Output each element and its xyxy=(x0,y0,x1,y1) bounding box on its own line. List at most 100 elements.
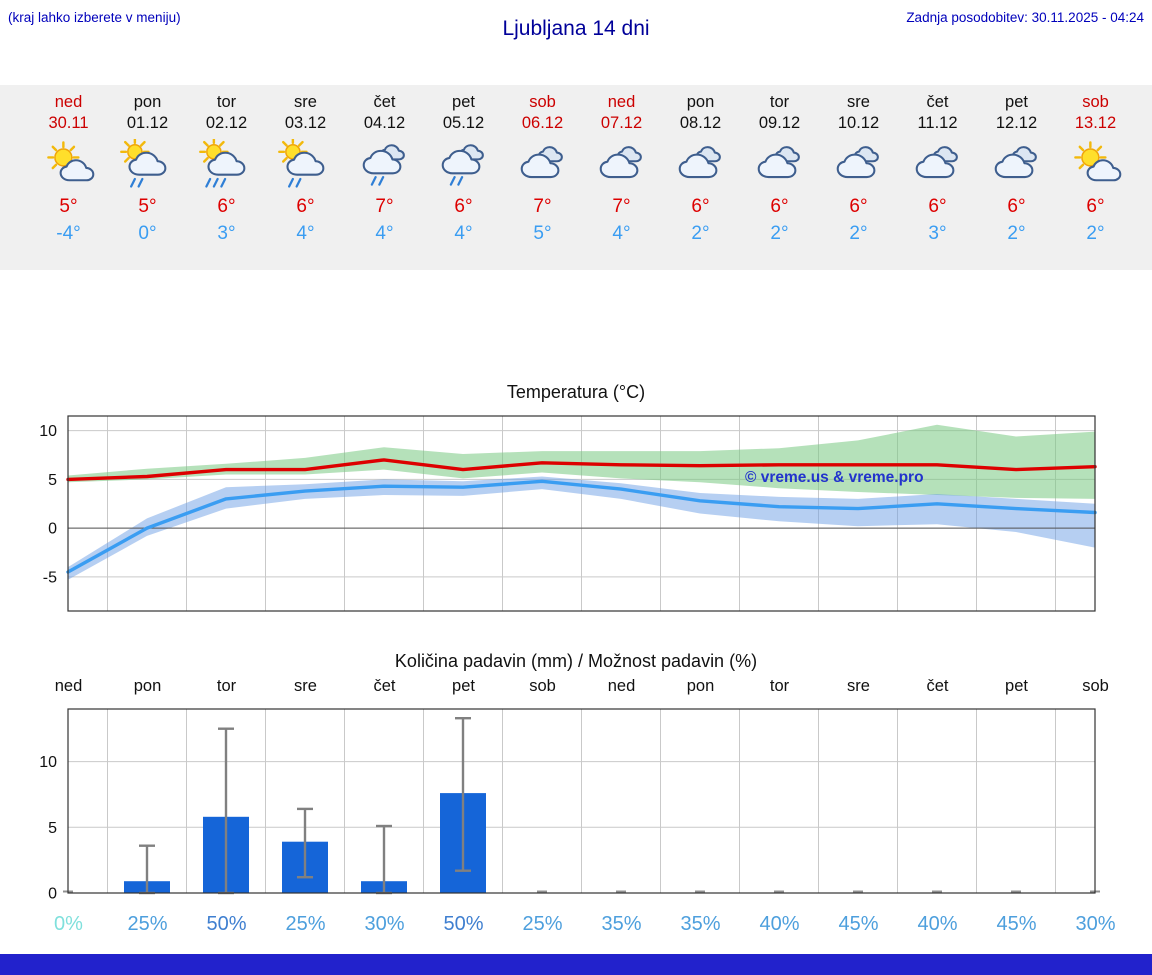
day-high-temp: 6° xyxy=(849,195,868,217)
day-name: sre xyxy=(294,93,317,111)
sun-cloud-heavy-rain-icon xyxy=(187,136,266,189)
day-high-temp: 6° xyxy=(296,195,315,217)
precip-probability-row: 0% 25% 50% 25% 30% 50% 25% 35% 35% 40% 45% 40% 45% 30… xyxy=(0,908,1152,940)
clouds-glyph xyxy=(836,145,879,178)
precip-y-tick: 10 xyxy=(39,754,57,771)
day-high-temp: 5° xyxy=(59,195,78,217)
day-high-temp: 7° xyxy=(533,195,552,217)
day-high-temp: 5° xyxy=(138,195,157,217)
sun-cloud-rain-glyph xyxy=(277,136,324,188)
forecast-day-04.12: čet 04.12 7° 4° xyxy=(345,85,424,270)
temperature-chart-title: Temperatura (°C) xyxy=(506,382,646,402)
day-date: 05.12 xyxy=(442,114,485,133)
precip-probability: 0% xyxy=(54,912,83,935)
precip-day-label: sob xyxy=(1082,677,1109,695)
forecast-day-06.12: sob 06.12 7° 5° xyxy=(503,85,582,270)
day-name: ned xyxy=(607,93,636,111)
day-name: sob xyxy=(529,93,556,111)
precip-y-tick: 5 xyxy=(48,820,57,837)
sun-cloud-rain-icon xyxy=(108,136,187,189)
day-date: 06.12 xyxy=(521,114,564,133)
precip-probability: 35% xyxy=(680,912,721,935)
clouds-icon xyxy=(977,139,1056,189)
day-date: 30.11 xyxy=(48,114,89,133)
clouds-glyph xyxy=(757,145,800,178)
forecast-day-13.12: sob 13.12 6° 2° xyxy=(1056,85,1135,270)
day-high-temp: 6° xyxy=(928,195,947,217)
precip-chart-title: Količina padavin (mm) / Možnost padavin … xyxy=(394,651,758,671)
temp-uncertainty-band xyxy=(68,424,1095,499)
forecast-day-01.12: pon 01.12 5° 0° xyxy=(108,85,187,270)
clouds-icon xyxy=(819,139,898,189)
precip-probability: 30% xyxy=(364,912,405,935)
forecast-day-30.11: ned 30.11 5° -4° xyxy=(29,85,108,270)
location-menu-hint: (kraj lahko izberete v meniju) xyxy=(8,10,181,25)
precip-probability: 50% xyxy=(206,912,247,935)
day-date: 09.12 xyxy=(758,114,801,133)
temp-y-tick: 0 xyxy=(48,521,57,538)
day-date: 07.12 xyxy=(600,114,643,133)
day-name: pon xyxy=(686,93,715,111)
precip-probability: 50% xyxy=(443,912,484,935)
cloud-rain-icon xyxy=(345,139,424,189)
day-low-temp: 3° xyxy=(217,222,236,244)
day-low-temp: 2° xyxy=(849,222,868,244)
day-high-temp: 6° xyxy=(691,195,710,217)
footer-bar xyxy=(0,954,1152,975)
day-low-temp: 4° xyxy=(375,222,394,244)
day-name: tor xyxy=(769,93,790,111)
forecast-day-07.12: ned 07.12 7° 4° xyxy=(582,85,661,270)
day-high-temp: 6° xyxy=(454,195,473,217)
cloud-rain-glyph xyxy=(362,144,405,186)
day-name: tor xyxy=(216,93,237,111)
day-low-temp: -4° xyxy=(56,222,81,244)
precip-day-label: tor xyxy=(769,677,790,695)
day-name: čet xyxy=(373,93,396,111)
day-date: 02.12 xyxy=(205,114,248,133)
day-high-temp: 6° xyxy=(1086,195,1105,217)
day-high-temp: 6° xyxy=(770,195,789,217)
precip-probability: 25% xyxy=(522,912,563,935)
precip-probability: 45% xyxy=(838,912,879,935)
precip-day-label: pon xyxy=(686,677,715,695)
sun-cloud-glyph xyxy=(1073,141,1121,182)
day-low-temp: 4° xyxy=(612,222,631,244)
temp-y-tick: 5 xyxy=(48,472,57,489)
cloud-rain-glyph xyxy=(441,144,484,186)
precip-day-label: tor xyxy=(216,677,237,695)
clouds-glyph xyxy=(915,145,958,178)
clouds-icon xyxy=(582,139,661,189)
day-low-temp: 2° xyxy=(1086,222,1105,244)
day-low-temp: 4° xyxy=(296,222,315,244)
day-high-temp: 6° xyxy=(1007,195,1026,217)
clouds-glyph xyxy=(599,145,642,178)
day-date: 13.12 xyxy=(1074,114,1117,133)
precip-probability: 25% xyxy=(127,912,168,935)
precip-day-label: sre xyxy=(847,677,870,695)
precip-probability: 25% xyxy=(285,912,326,935)
sun-cloud-icon xyxy=(1056,139,1135,189)
temp-line xyxy=(66,458,1097,482)
forecast-day-03.12: sre 03.12 6° 4° xyxy=(266,85,345,270)
clouds-icon xyxy=(503,139,582,189)
day-low-temp: 4° xyxy=(454,222,473,244)
day-name: pet xyxy=(452,93,475,111)
precip-y-tick: 0 xyxy=(48,886,57,903)
forecast-day-10.12: sre 10.12 6° 2° xyxy=(819,85,898,270)
precip-day-label: čet xyxy=(373,677,396,695)
precip-chart-svg: 0 5 10 xyxy=(39,708,1100,903)
clouds-glyph xyxy=(994,145,1037,178)
day-date: 08.12 xyxy=(679,114,722,133)
day-high-temp: 6° xyxy=(217,195,236,217)
forecast-day-11.12: čet 11.12 6° 3° xyxy=(898,85,977,270)
day-high-temp: 7° xyxy=(375,195,394,217)
temp-y-tick: -5 xyxy=(43,569,57,586)
clouds-glyph xyxy=(678,145,721,178)
day-low-temp: 3° xyxy=(928,222,947,244)
precip-probability: 30% xyxy=(1075,912,1116,935)
day-date: 03.12 xyxy=(284,114,327,133)
sun-cloud-rain-glyph xyxy=(119,136,166,188)
forecast-day-08.12: pon 08.12 6° 2° xyxy=(661,85,740,270)
clouds-glyph xyxy=(520,145,563,178)
